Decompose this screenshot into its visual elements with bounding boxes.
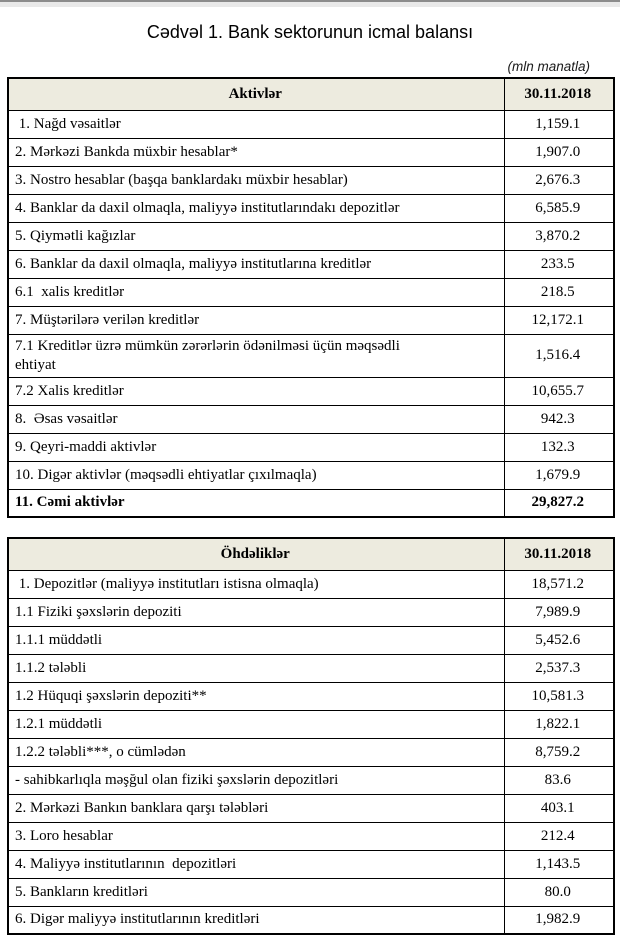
row-value: 10,581.3 [503,681,615,711]
table-row: 6. Banklar da daxil olmaqla, maliyyə ins… [7,249,615,279]
assets-table: Aktivlər 30.11.2018 1. Nağd vəsaitlər 1,… [7,77,615,518]
unit-note: (mln manatla) [507,59,590,74]
window-top-edge [0,0,620,7]
row-label: 6. Digər maliyyə institutlarının kreditl… [7,905,505,935]
row-label: 10. Digər aktivlər (məqsədli ehtiyatlar … [7,460,505,490]
row-value: 29,827.2 [503,488,615,518]
document-title: Cədvəl 1. Bank sektorunun icmal balansı [146,22,474,42]
table-row-total-assets: 11. Cəmi aktivlər 29,827.2 [7,488,615,518]
row-label: 1. Nağd vəsaitlər [7,109,505,139]
assets-column-header: Aktivlər [7,77,505,111]
liabilities-date-header: 30.11.2018 [503,537,615,571]
table-row: 7. Müştərilərə verilən kreditlər 12,172.… [7,305,615,335]
row-label: 7. Müştərilərə verilən kreditlər [7,305,505,335]
row-label: 1.1 Fiziki şəxslərin depoziti [7,597,505,627]
table-row: 1. Nağd vəsaitlər 1,159.1 [7,109,615,139]
row-label: 1.2.2 tələbli***, o cümlədən [7,737,505,767]
table-row: 9. Qeyri-maddi aktivlər 132.3 [7,432,615,462]
row-value: 5,452.6 [503,625,615,655]
table-row: 1.1.1 müddətli 5,452.6 [7,625,615,655]
row-value: 403.1 [503,793,615,823]
row-value: 1,679.9 [503,460,615,490]
row-value: 12,172.1 [503,305,615,335]
row-value: 212.4 [503,821,615,851]
row-label: 11. Cəmi aktivlər [7,488,505,518]
row-value: 3,870.2 [503,221,615,251]
assets-date-header: 30.11.2018 [503,77,615,111]
row-label: - sahibkarlıqla məşğul olan fiziki şəxsl… [7,765,505,795]
table-row: 7.2 Xalis kreditlər 10,655.7 [7,376,615,406]
table-row: 4. Banklar da daxil olmaqla, maliyyə ins… [7,193,615,223]
row-label: 1.2 Hüquqi şəxslərin depoziti** [7,681,505,711]
table-row: 1.2.2 tələbli***, o cümlədən 8,759.2 [7,737,615,767]
row-label: 7.2 Xalis kreditlər [7,376,505,406]
table-row: 1.2.1 müddətli 1,822.1 [7,709,615,739]
row-value: 6,585.9 [503,193,615,223]
row-label: 2. Mərkəzi Bankın banklara qarşı tələblə… [7,793,505,823]
row-label: 1. Depozitlər (maliyyə institutları isti… [7,569,505,599]
row-value: 1,159.1 [503,109,615,139]
table-row: 2. Mərkəzi Bankda müxbir hesablar* 1,907… [7,137,615,167]
row-label: 2. Mərkəzi Bankda müxbir hesablar* [7,137,505,167]
row-label: 9. Qeyri-maddi aktivlər [7,432,505,462]
row-value: 1,822.1 [503,709,615,739]
table-row: 6.1 xalis kreditlər 218.5 [7,277,615,307]
row-value: 80.0 [503,877,615,907]
table-row: 3. Nostro hesablar (başqa banklardakı mü… [7,165,615,195]
row-value: 18,571.2 [503,569,615,599]
table-row: 7.1 Kreditlər üzrə mümkün zərərlərin ödə… [7,333,615,378]
table-row: 1.1 Fiziki şəxslərin depoziti 7,989.9 [7,597,615,627]
row-value: 8,759.2 [503,737,615,767]
table-row: 1.2 Hüquqi şəxslərin depoziti** 10,581.3 [7,681,615,711]
row-value: 218.5 [503,277,615,307]
table-row: 5. Bankların kreditləri 80.0 [7,877,615,907]
row-label: 4. Maliyyə institutlarının depozitləri [7,849,505,879]
table-row: 2. Mərkəzi Bankın banklara qarşı tələblə… [7,793,615,823]
row-value: 132.3 [503,432,615,462]
row-label: 5. Qiymətli kağızlar [7,221,505,251]
table-row: 8. Əsas vəsaitlər 942.3 [7,404,615,434]
row-value: 2,537.3 [503,653,615,683]
row-label: 7.1 Kreditlər üzrə mümkün zərərlərin ödə… [7,333,505,378]
row-value: 1,907.0 [503,137,615,167]
table-row: 5. Qiymətli kağızlar 3,870.2 [7,221,615,251]
liabilities-column-header: Öhdəliklər [7,537,505,571]
row-value: 233.5 [503,249,615,279]
row-label: 3. Loro hesablar [7,821,505,851]
row-label: 5. Bankların kreditləri [7,877,505,907]
row-value: 1,143.5 [503,849,615,879]
table-row: 6. Digər maliyyə institutlarının kreditl… [7,905,615,935]
table-row: 1.1.2 tələbli 2,537.3 [7,653,615,683]
liabilities-table: Öhdəliklər 30.11.2018 1. Depozitlər (mal… [7,537,615,935]
row-value: 1,516.4 [503,333,615,378]
table-row: 10. Digər aktivlər (məqsədli ehtiyatlar … [7,460,615,490]
row-label: 8. Əsas vəsaitlər [7,404,505,434]
assets-header-row: Aktivlər 30.11.2018 [7,77,615,111]
table-row: 1. Depozitlər (maliyyə institutları isti… [7,569,615,599]
table-gap [0,518,620,537]
row-label: 6. Banklar da daxil olmaqla, maliyyə ins… [7,249,505,279]
row-value: 10,655.7 [503,376,615,406]
row-value: 83.6 [503,765,615,795]
table-row: 3. Loro hesablar 212.4 [7,821,615,851]
row-label: 1.1.1 müddətli [7,625,505,655]
row-label: 1.2.1 müddətli [7,709,505,739]
row-label: 6.1 xalis kreditlər [7,277,505,307]
row-value: 7,989.9 [503,597,615,627]
table-row: 4. Maliyyə institutlarının depozitləri 1… [7,849,615,879]
row-label: 3. Nostro hesablar (başqa banklardakı mü… [7,165,505,195]
row-label: 1.1.2 tələbli [7,653,505,683]
row-label: 4. Banklar da daxil olmaqla, maliyyə ins… [7,193,505,223]
row-value: 2,676.3 [503,165,615,195]
liabilities-header-row: Öhdəliklər 30.11.2018 [7,537,615,571]
table-row: - sahibkarlıqla məşğul olan fiziki şəxsl… [7,765,615,795]
row-value: 1,982.9 [503,905,615,935]
row-value: 942.3 [503,404,615,434]
